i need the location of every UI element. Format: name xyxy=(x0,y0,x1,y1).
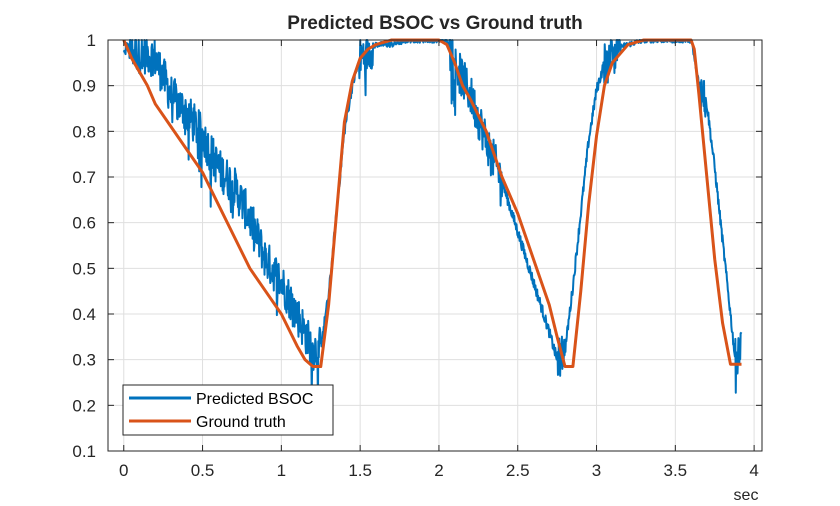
x-tick-label: 4 xyxy=(749,461,758,480)
x-tick-label: 3.5 xyxy=(664,461,688,480)
y-tick-label: 0.3 xyxy=(72,351,96,370)
x-tick-label: 0 xyxy=(119,461,128,480)
ticks: 0 0.5 1 1.5 2 2.5 3 3.5 4 0.1 0.2 0.3 0.4 0.5 0.6 0.7 0.… xyxy=(72,31,762,480)
y-tick-label: 0.5 xyxy=(72,259,96,278)
legend-box xyxy=(122,384,334,436)
x-tick-label: 1.5 xyxy=(348,461,372,480)
chart-title: Predicted BSOC vs Ground truth xyxy=(287,13,583,34)
x-tick-label: 0.5 xyxy=(191,461,215,480)
y-tick-label: 1 xyxy=(87,31,96,50)
x-tick-label: 3 xyxy=(592,461,601,480)
y-tick-label: 0.9 xyxy=(72,77,96,96)
x-tick-label: 2.5 xyxy=(506,461,530,480)
y-tick-label: 0.8 xyxy=(72,122,96,141)
x-axis-label: sec xyxy=(734,487,759,504)
legend-label-predicted-bsoc: Predicted BSOC xyxy=(196,391,313,408)
y-tick-label: 0.2 xyxy=(72,396,96,415)
x-tick-label: 2 xyxy=(434,461,443,480)
y-tick-label: 0.1 xyxy=(72,442,96,461)
legend: Predicted BSOC Ground truth xyxy=(122,384,334,436)
legend-label-ground-truth: Ground truth xyxy=(196,414,286,431)
y-tick-label: 0.4 xyxy=(72,305,96,324)
y-tick-label: 0.7 xyxy=(72,168,96,187)
x-tick-label: 1 xyxy=(277,461,286,480)
axes-box xyxy=(107,39,763,452)
y-tick-label: 0.6 xyxy=(72,214,96,233)
